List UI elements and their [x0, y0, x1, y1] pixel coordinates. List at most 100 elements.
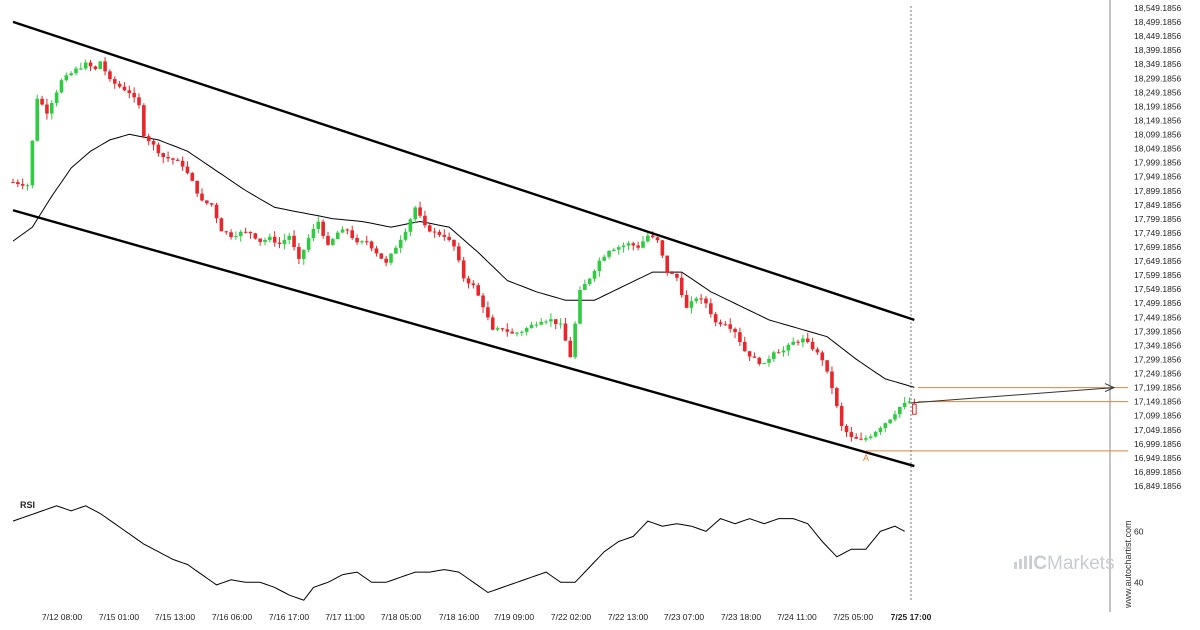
candlestick: [878, 426, 883, 435]
candlestick: [335, 230, 340, 240]
price-tick-label: 18,049.1856: [1134, 144, 1182, 154]
candlestick: [602, 254, 607, 262]
candlestick: [180, 156, 185, 171]
candlestick: [45, 98, 49, 120]
time-tick-label: 7/16 17:00: [269, 612, 309, 622]
candlestick: [713, 312, 718, 327]
candlestick: [379, 253, 384, 260]
candlestick: [243, 227, 248, 234]
projection-arrowhead-icon: [1104, 383, 1116, 393]
time-tick-label: 7/23 18:00: [721, 612, 761, 622]
price-tick-label: 18,149.1856: [1134, 115, 1182, 125]
price-tick-label: 16,899.1856: [1134, 467, 1182, 477]
candlestick: [340, 226, 345, 233]
watermark-brand-markets: Markets: [1047, 553, 1115, 574]
price-tick-label: 17,199.1856: [1134, 383, 1182, 393]
candlestick: [69, 71, 73, 77]
candlestick: [258, 238, 262, 246]
candlestick: [597, 257, 602, 277]
price-tick-label: 17,699.1856: [1134, 242, 1182, 252]
candlestick: [103, 57, 107, 76]
candlestick: [805, 333, 810, 344]
candlestick: [132, 87, 136, 103]
time-tick-label: 7/18 16:00: [439, 612, 479, 622]
rsi-polyline: [12, 505, 905, 601]
candlestick: [253, 232, 258, 240]
price-levels: A: [863, 383, 1128, 463]
price-tick-label: 17,899.1856: [1134, 186, 1182, 196]
time-tick-label: 7/24 11:00: [777, 612, 817, 622]
time-tick-label: 7/19 09:00: [494, 612, 534, 622]
rsi-tick-label: 40: [1134, 577, 1144, 587]
candlestick: [59, 78, 64, 94]
price-tick-label: 17,999.1856: [1134, 158, 1182, 168]
watermark-site: www.autochartist.com: [1123, 520, 1133, 609]
candlestick: [544, 319, 548, 325]
candlestick: [398, 235, 403, 254]
candlestick: [694, 296, 699, 304]
candlestick: [466, 275, 471, 289]
candlestick: [427, 224, 432, 233]
candlestick: [83, 59, 88, 70]
rsi-label: RSI: [20, 500, 35, 510]
price-tick-label: 18,399.1856: [1134, 45, 1182, 55]
candlestick: [549, 313, 553, 327]
candlestick: [893, 410, 897, 422]
candlestick: [205, 200, 209, 205]
price-tick-label: 17,799.1856: [1134, 214, 1182, 224]
candlestick: [35, 94, 40, 142]
candlestick: [883, 422, 888, 433]
price-tick-label: 17,299.1856: [1134, 354, 1182, 364]
candlestick: [684, 290, 689, 309]
candlestick: [510, 328, 514, 334]
time-tick-label: 7/16 06:00: [212, 612, 252, 622]
candlestick: [413, 206, 418, 224]
candlestick: [500, 327, 505, 332]
candlestick: [219, 217, 224, 232]
candlestick: [263, 237, 267, 246]
candlestick: [839, 402, 844, 431]
price-tick-label: 17,449.1856: [1134, 312, 1182, 322]
candlestick: [224, 230, 229, 235]
candlestick: [238, 229, 243, 242]
candlestick: [868, 434, 873, 440]
candlestick: [646, 232, 650, 243]
candlestick: [306, 234, 311, 253]
rsi-pane: RSI 60 40: [12, 500, 1144, 601]
candlestick: [583, 279, 587, 291]
candlestick: [912, 398, 917, 415]
time-axis: 7/12 08:00 7/15 01:00 7/15 13:00 7/16 06:00…: [42, 612, 932, 622]
candlestick: [364, 235, 369, 245]
rsi-axis: 60 40: [1134, 526, 1144, 587]
candlestick: [675, 271, 679, 282]
candlestick: [520, 330, 524, 336]
projection-arrow-line: [911, 387, 1115, 404]
candlestick: [229, 229, 233, 240]
candlestick: [311, 224, 316, 242]
price-tick-label: 17,149.1856: [1134, 397, 1182, 407]
candlestick: [835, 386, 839, 409]
candlestick: [74, 66, 78, 76]
candlestick: [93, 65, 98, 71]
price-tick-label: 18,099.1856: [1134, 130, 1182, 140]
candlestick: [772, 350, 776, 362]
trend-channel: [12, 20, 915, 468]
candlestick: [461, 256, 466, 282]
candlestick: [355, 234, 359, 245]
candlestick: [418, 201, 422, 219]
price-tick-label: 18,499.1856: [1134, 17, 1182, 27]
time-tick-label: 7/25 17:00: [891, 612, 932, 622]
candlestick: [282, 233, 287, 250]
candlestick: [902, 396, 907, 410]
candlestick: [558, 318, 563, 329]
candlestick: [350, 225, 355, 240]
price-tick-label: 18,549.1856: [1134, 3, 1182, 13]
candlestick: [108, 69, 112, 82]
candlestick: [786, 342, 791, 357]
candlestick: [742, 336, 747, 352]
candlestick: [437, 229, 442, 237]
candlestick: [137, 93, 141, 109]
candlestick: [142, 103, 146, 139]
candlestick: [277, 237, 282, 249]
